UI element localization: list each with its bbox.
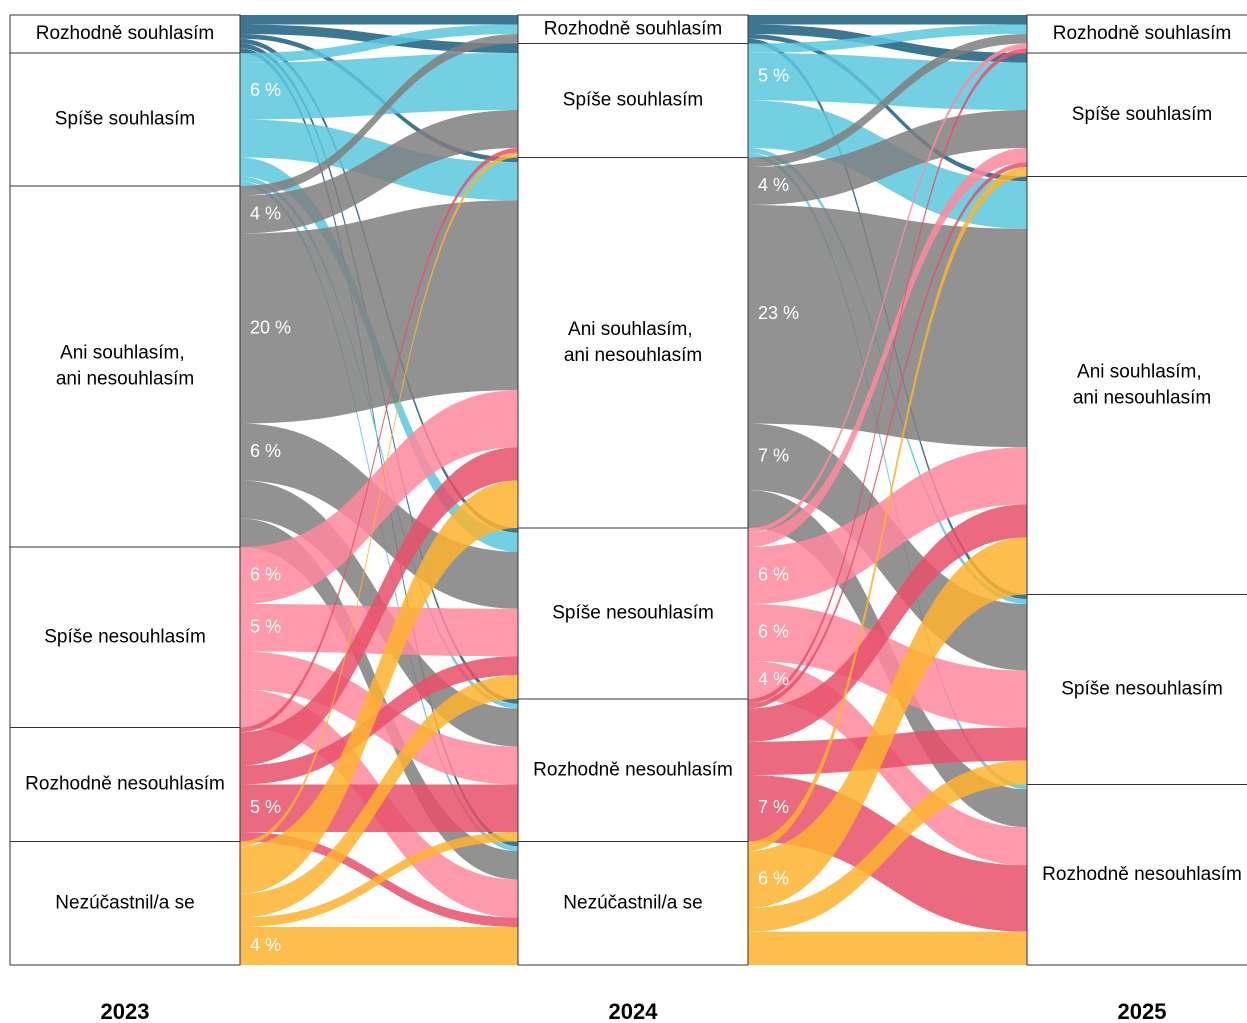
node bbox=[517, 43, 749, 158]
node bbox=[9, 546, 241, 728]
node-label: Ani souhlasím, ani nesouhlasím bbox=[1073, 362, 1211, 409]
flow-label: 6 % bbox=[250, 441, 281, 461]
node bbox=[9, 727, 241, 842]
flow bbox=[240, 148, 518, 733]
node-label: Rozhodně nesouhlasím bbox=[1042, 864, 1242, 885]
flow bbox=[748, 162, 1027, 709]
flow bbox=[240, 200, 518, 424]
flow bbox=[748, 537, 1027, 908]
flow bbox=[748, 604, 1027, 728]
flow bbox=[748, 15, 1027, 25]
node bbox=[9, 841, 241, 966]
node bbox=[1026, 784, 1247, 966]
links: 6 % 4 % 20 % 6 % 6 % 5 % 5 % 4 % 5 % 4 % 23 % 7 % 6 … bbox=[240, 15, 1027, 965]
node-label-line: Ani souhlasím, bbox=[60, 343, 190, 364]
node-label: Spíše souhlasím bbox=[563, 90, 703, 111]
flow-label: 6 % bbox=[250, 564, 281, 584]
flow bbox=[240, 34, 518, 196]
flow-label: 5 % bbox=[758, 66, 789, 86]
flow bbox=[748, 110, 1027, 205]
node bbox=[517, 841, 749, 966]
node-label-line: ani nesouhlasím bbox=[1073, 388, 1211, 409]
node bbox=[1026, 176, 1247, 595]
flow bbox=[240, 656, 518, 785]
flow-label: 4 % bbox=[758, 175, 789, 195]
flow-label: 7 % bbox=[758, 446, 789, 466]
node-label: Ani souhlasím, ani nesouhlasím bbox=[564, 319, 702, 366]
flow bbox=[748, 152, 1027, 790]
node-label: Nezúčastnil/a se bbox=[563, 892, 702, 913]
flow bbox=[748, 504, 1027, 742]
flow bbox=[240, 480, 518, 894]
node-label-line: Ani souhlasím, bbox=[568, 319, 698, 340]
year-label: 2024 bbox=[609, 999, 659, 1023]
node-label-line: ani nesouhlasím bbox=[56, 369, 194, 390]
year-label: 2023 bbox=[101, 999, 150, 1023]
flow-label: 4 % bbox=[250, 203, 281, 223]
flow bbox=[240, 927, 518, 965]
node bbox=[1026, 14, 1247, 54]
flow bbox=[748, 48, 1027, 704]
year-label: 2025 bbox=[1118, 999, 1167, 1023]
flow bbox=[240, 15, 518, 25]
flow bbox=[240, 110, 518, 234]
node bbox=[517, 527, 749, 700]
flow bbox=[240, 152, 518, 847]
flow bbox=[240, 24, 518, 63]
node bbox=[1026, 594, 1247, 785]
flow-label: 4 % bbox=[758, 669, 789, 689]
node-label: Ani souhlasím, ani nesouhlasím bbox=[56, 343, 194, 390]
flow bbox=[748, 447, 1027, 604]
node-label-line: ani nesouhlasím bbox=[564, 345, 702, 366]
node-label: Rozhodně souhlasím bbox=[36, 23, 215, 44]
flow-label: 6 % bbox=[250, 80, 281, 100]
node-label: Rozhodně nesouhlasím bbox=[533, 759, 733, 780]
flow bbox=[240, 447, 518, 766]
flow bbox=[748, 931, 1027, 965]
flow-label: 6 % bbox=[758, 621, 789, 641]
flow-label: 23 % bbox=[758, 303, 799, 323]
flow bbox=[748, 167, 1027, 851]
flow bbox=[240, 53, 518, 120]
flow bbox=[748, 24, 1027, 53]
flow bbox=[240, 675, 518, 918]
flow-label: 4 % bbox=[250, 935, 281, 955]
flow-label: 20 % bbox=[250, 317, 291, 337]
node-label: Spíše souhlasím bbox=[1072, 104, 1212, 125]
flow bbox=[748, 34, 1027, 182]
node bbox=[9, 52, 241, 187]
node-label: Spíše nesouhlasím bbox=[552, 603, 714, 624]
nodes: Rozhodně souhlasím Spíše souhlasím Ani sou… bbox=[9, 14, 1247, 1023]
flow bbox=[240, 48, 518, 847]
node-label: Spíše souhlasím bbox=[55, 109, 195, 130]
node-label: Rozhodně souhlasím bbox=[544, 18, 723, 39]
flow bbox=[748, 34, 1027, 167]
flow bbox=[748, 760, 1027, 932]
node bbox=[9, 185, 241, 548]
node-label: Rozhodně nesouhlasím bbox=[25, 774, 225, 795]
flow bbox=[240, 832, 518, 927]
node bbox=[517, 157, 749, 529]
flow bbox=[748, 205, 1027, 448]
flow-label: 6 % bbox=[758, 868, 789, 888]
node-label: Rozhodně souhlasím bbox=[1053, 23, 1232, 44]
flow bbox=[748, 43, 1027, 533]
node-label-line: Ani souhlasím, bbox=[1077, 362, 1207, 383]
flow-label: 5 % bbox=[250, 797, 281, 817]
flow-label: 6 % bbox=[758, 564, 789, 584]
flow-label: 7 % bbox=[758, 797, 789, 817]
flow-label: 5 % bbox=[250, 617, 281, 637]
node-label: Spíše nesouhlasím bbox=[1061, 679, 1223, 700]
flow bbox=[748, 148, 1027, 547]
node-label: Nezúčastnil/a se bbox=[55, 892, 194, 913]
node bbox=[9, 14, 241, 54]
node-label: Spíše nesouhlasím bbox=[44, 626, 206, 647]
flow bbox=[240, 604, 518, 657]
